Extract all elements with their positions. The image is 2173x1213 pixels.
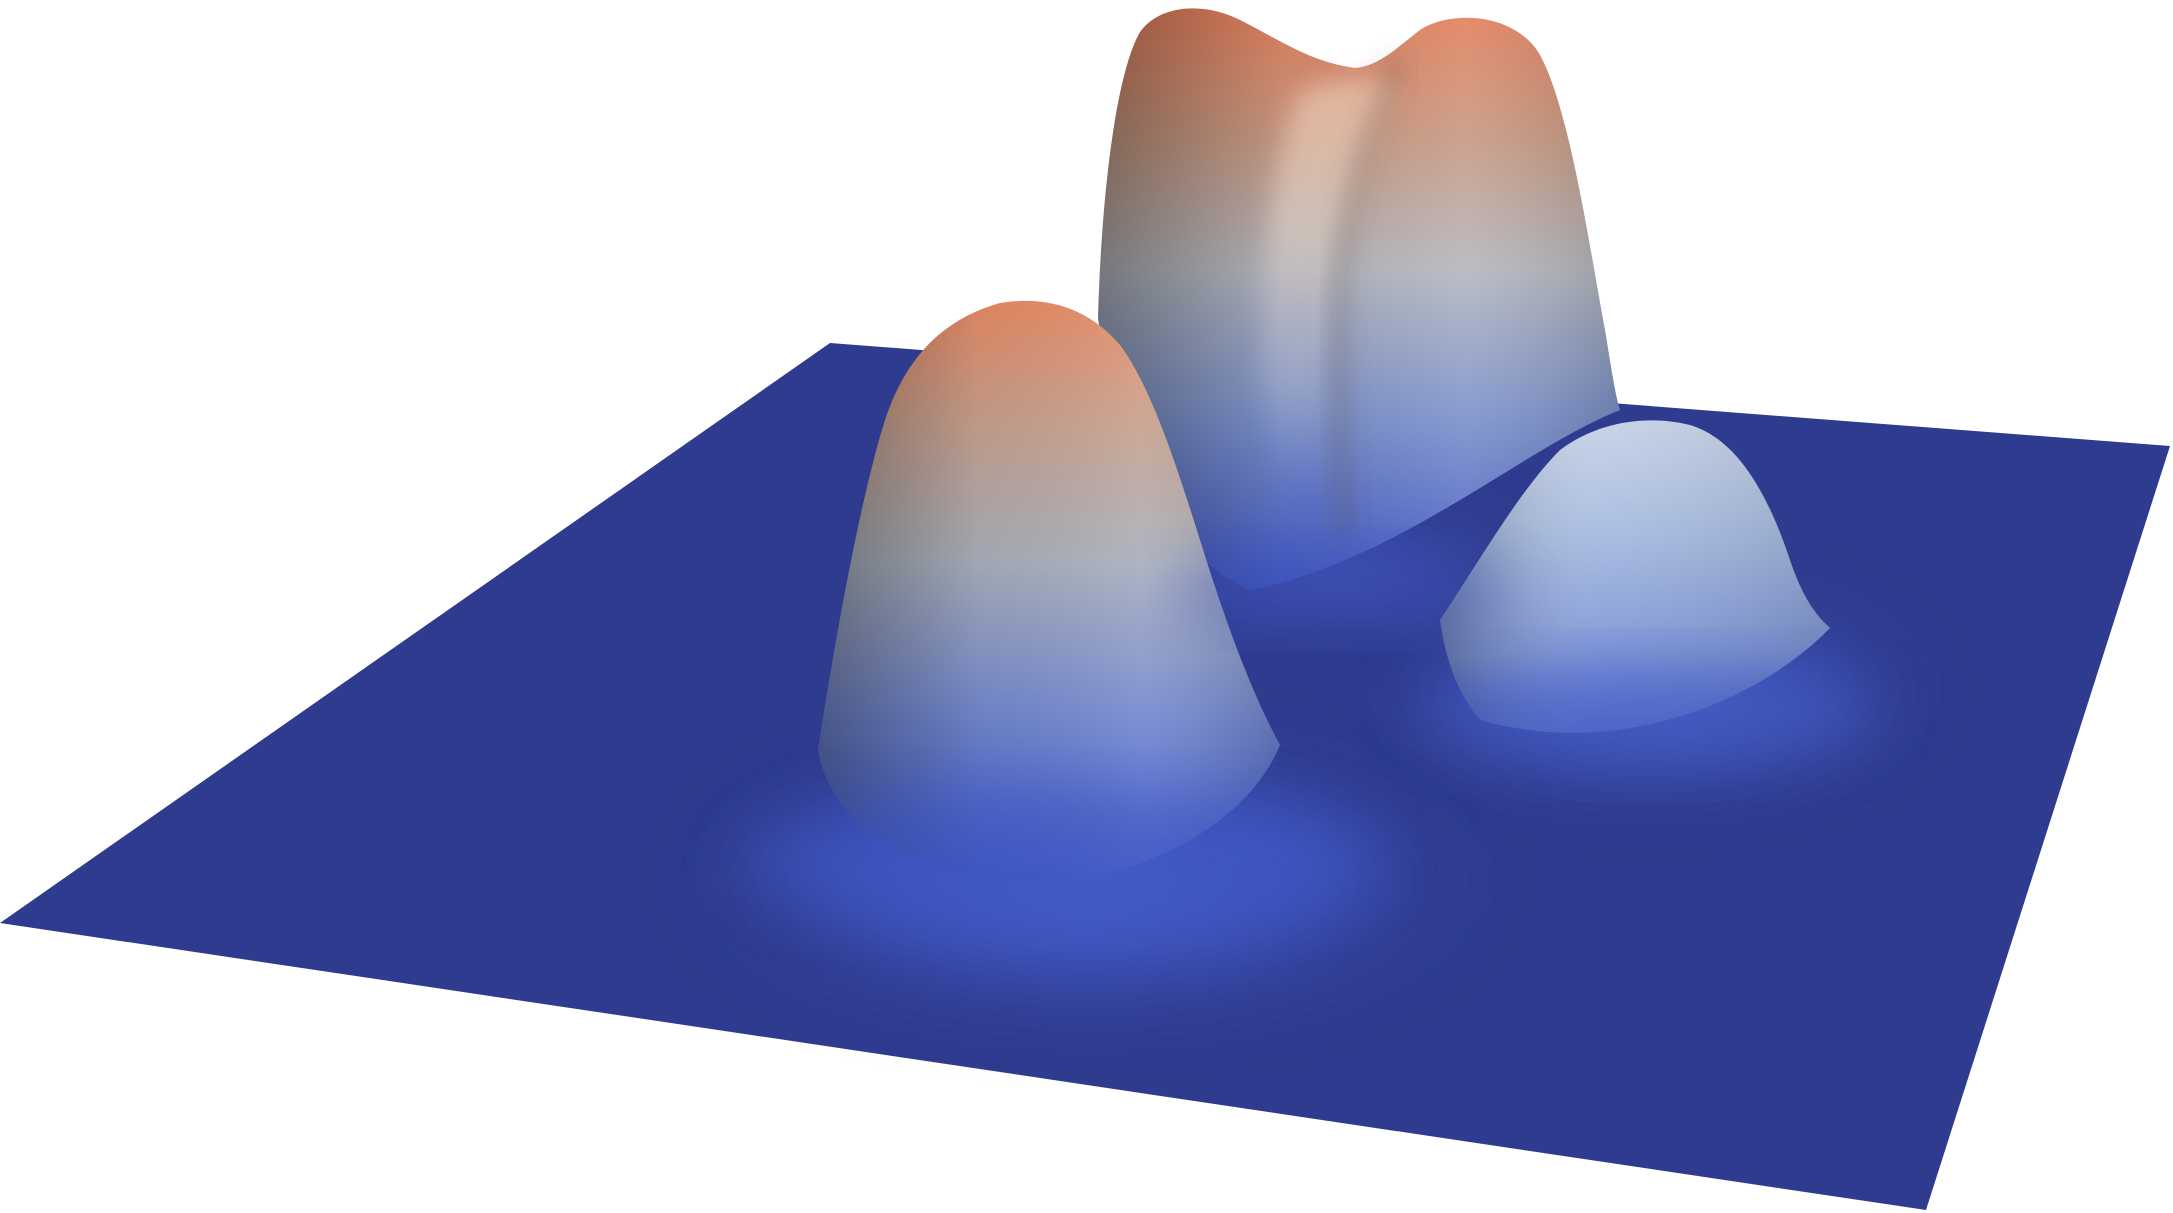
- front-foot-blend: [740, 790, 1380, 930]
- back-foot-blend: [1170, 550, 1510, 630]
- twin-valley: [1264, 79, 1395, 521]
- right-foot-blend: [1420, 660, 1880, 770]
- peak-right: [1440, 420, 1830, 733]
- peak-front: [818, 300, 1280, 881]
- peak-back-twin: [1098, 8, 1620, 591]
